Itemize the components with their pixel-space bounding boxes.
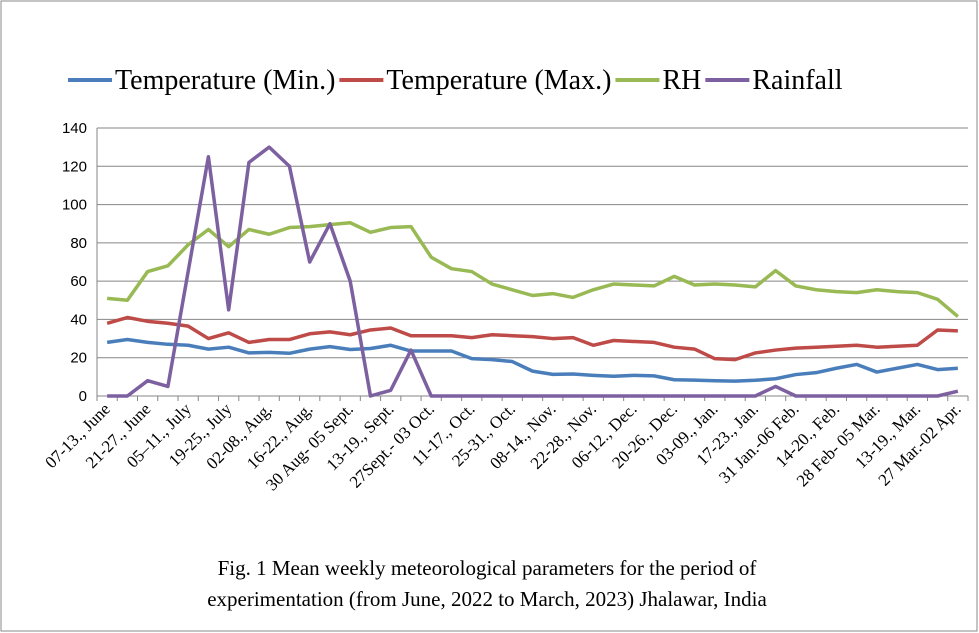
series-line — [106, 221, 960, 318]
legend-label: RH — [662, 65, 701, 96]
y-tick-label: 0 — [79, 388, 87, 405]
series-line — [106, 315, 958, 362]
y-tick-label: 40 — [70, 311, 87, 328]
caption: Fig. 1 Mean weekly meteorological parame… — [218, 556, 757, 580]
series-line — [106, 337, 958, 383]
legend-label: Temperature (Max.) — [386, 65, 611, 96]
y-tick-label: 20 — [70, 350, 87, 367]
y-tick-label: 120 — [62, 158, 87, 175]
y-tick-label: 80 — [70, 235, 87, 252]
y-tick-label: 60 — [70, 273, 87, 290]
y-tick-label: 100 — [62, 197, 87, 214]
series-line — [107, 145, 959, 398]
legend-label: Temperature (Min.) — [115, 65, 335, 96]
caption: experimentation (from June, 2022 to Marc… — [207, 587, 767, 611]
legend-label: Rainfall — [752, 65, 842, 96]
y-tick-label: 140 — [62, 120, 87, 137]
